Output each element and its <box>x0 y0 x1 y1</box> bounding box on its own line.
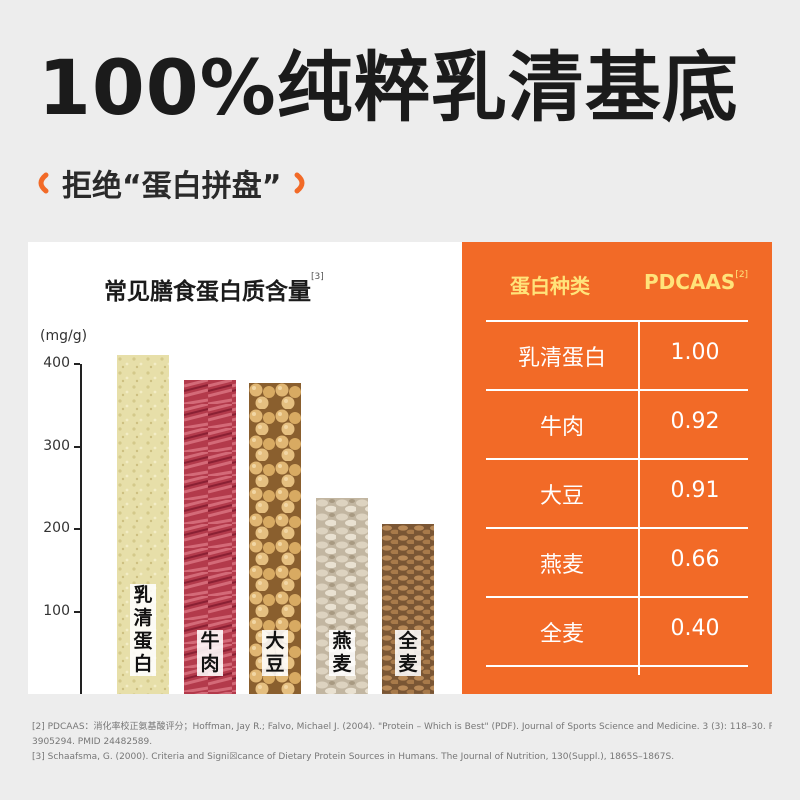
table-row-divider <box>486 527 748 529</box>
bar-label: 燕麦 <box>316 630 368 676</box>
table-header-protein-type: 蛋白种类 <box>510 274 590 298</box>
table-cell-pdcaas: 0.91 <box>670 478 720 503</box>
y-tick-label: 200 <box>43 520 70 536</box>
table-cell-pdcaas: 0.66 <box>670 547 720 572</box>
subtitle-text: 拒绝“蛋白拼盘” <box>62 169 282 204</box>
bar-label: 乳清蛋白 <box>117 584 169 676</box>
y-tick-label: 100 <box>43 602 70 619</box>
bar-label-char: 麦 <box>395 653 421 676</box>
table-column-divider <box>638 320 640 675</box>
bar-label-char: 麦 <box>329 653 355 676</box>
bar-label-char: 豆 <box>262 653 288 676</box>
bar-label-char: 大 <box>262 630 288 653</box>
y-tick-mark <box>74 445 80 448</box>
bar-beef: 牛肉 <box>184 379 236 694</box>
table-header-pdcaas: PDCAAS[2] <box>644 270 748 294</box>
table-row-divider <box>486 389 748 391</box>
y-axis-line <box>80 364 82 694</box>
y-tick-mark <box>74 528 80 530</box>
bar-wheat: 全麦 <box>382 524 434 694</box>
table-cell-pdcaas: 1.00 <box>670 340 720 365</box>
bar-label-char: 全 <box>395 630 421 653</box>
bar-label: 全麦 <box>382 630 434 676</box>
y-axis-unit: (mg/g) <box>40 328 88 344</box>
chart-title-text: 常见膳食蛋白质含量 <box>104 279 311 305</box>
bar-label: 牛肉 <box>184 630 236 676</box>
bar-whey-powder: 乳清蛋白 <box>117 354 169 694</box>
bar-label-char: 乳 <box>130 584 156 607</box>
page-title: 100%纯粹乳清基底 <box>38 43 739 132</box>
table-cell-protein: 牛肉 <box>539 415 584 440</box>
bracket-right-icon <box>294 172 305 194</box>
y-tick-label: 400 <box>43 355 70 371</box>
bar-soybean: 大豆 <box>249 382 301 694</box>
bracket-left-icon <box>38 172 49 194</box>
table-row-divider <box>486 665 748 667</box>
bar-label: 大豆 <box>249 630 301 676</box>
table-header-pdcaas-ref: [2] <box>735 270 749 280</box>
y-tick-mark <box>74 363 80 365</box>
bar-label-char: 肉 <box>197 653 223 676</box>
reference-line: [2] PDCAAS：消化率校正氨基酸评分；Hoffman, Jay R.; F… <box>32 722 772 732</box>
bar-oat: 燕麦 <box>316 497 368 694</box>
reference-line: 3905294. PMID 24482589. <box>32 737 153 747</box>
subtitle: 拒绝“蛋白拼盘” <box>30 158 313 208</box>
table-header-pdcaas-text: PDCAAS <box>644 270 736 294</box>
table-row-divider <box>486 320 748 322</box>
table-cell-pdcaas: 0.40 <box>670 616 720 641</box>
table-cell-protein: 燕麦 <box>539 553 584 578</box>
table-row-divider <box>486 596 748 598</box>
bar-label-char: 白 <box>130 653 156 676</box>
table-cell-protein: 全麦 <box>539 622 584 647</box>
chart-title-ref: [3] <box>311 272 324 282</box>
table-row-divider <box>486 458 748 460</box>
reference-line: [3] Schaafsma, G. (2000). Criteria and S… <box>32 752 675 762</box>
y-tick-mark <box>74 610 80 613</box>
table-cell-protein: 大豆 <box>539 484 584 509</box>
chart-title: 常见膳食蛋白质含量[3] <box>104 272 324 306</box>
y-tick-label: 300 <box>43 437 70 454</box>
bar-label-char: 清 <box>130 607 156 630</box>
chart-panel: 常见膳食蛋白质含量[3] (mg/g) 100 200 300 400 乳清蛋白牛肉大… <box>28 242 462 694</box>
bar-label-char: 牛 <box>197 630 223 653</box>
references: [2] PDCAAS：消化率校正氨基酸评分；Hoffman, Jay R.; F… <box>32 720 772 765</box>
table-cell-pdcaas: 0.92 <box>670 409 720 434</box>
pdcaas-table: 蛋白种类 PDCAAS[2] 乳清蛋白 1.00 牛肉 0.92 大豆 0.91 燕麦 0.6… <box>462 242 772 694</box>
table-cell-protein: 乳清蛋白 <box>517 346 606 371</box>
bar-label-char: 蛋 <box>130 630 156 653</box>
bar-label-char: 燕 <box>329 630 355 653</box>
